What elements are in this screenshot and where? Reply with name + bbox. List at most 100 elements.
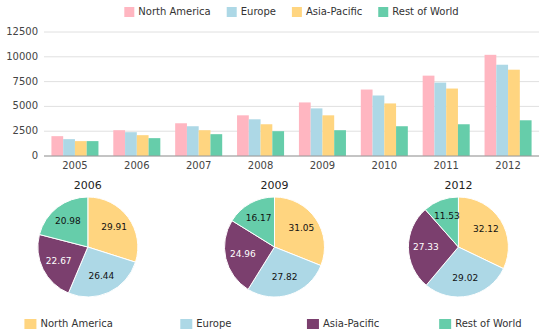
data-label: 22.67 [46,256,72,266]
legend-item: Asia-Pacific [307,318,379,329]
y-tick-label: 2500 [13,125,38,136]
bar [187,126,199,156]
x-tick-label: 2007 [186,160,211,171]
y-tick-label: 0 [32,150,38,161]
pie-slice [425,197,458,247]
data-label: 20.98 [55,216,81,226]
pie-title: 2012 [444,179,472,192]
grid-line [44,56,539,57]
legend: North America Europe Asia-Pacific Rest of W… [124,6,458,17]
legend-label: Asia-Pacific [323,318,379,329]
bar [458,124,470,156]
legend-item: Asia-Pacific [292,6,362,17]
pie-chart: 2009 31.05 27.82 24.96 16.17 [225,179,325,297]
pie-chart: 2012 32.12 29.02 27.33 11.53 [408,179,508,297]
x-tick-label: 2008 [248,160,273,171]
legend-label: Rest of World [392,6,458,17]
grid-line [44,106,539,107]
legend-swatch [180,319,192,329]
data-label: 27.82 [272,272,298,282]
legend-label: Europe [196,318,231,329]
bar [75,141,87,156]
bar [322,115,334,156]
data-label: 24.96 [230,249,256,259]
bar [446,89,458,156]
pie-title: 2006 [74,179,102,192]
legend-item: North America [24,318,112,329]
data-label: 29.02 [452,273,478,283]
y-tick-label: 5000 [13,100,38,111]
legend-swatch [227,7,237,17]
bar [373,95,385,156]
x-tick-label: 2005 [62,160,87,171]
legend-swatch [24,319,36,329]
x-axis-line [44,156,539,157]
data-label: 26.44 [89,271,115,281]
bar [396,126,408,156]
pie-title: 2009 [261,179,289,192]
figure: 0250050007500100001250020052006200720082… [0,0,549,336]
data-label: 11.53 [434,211,460,221]
legend: North America Europe Asia-Pacific Rest of W… [24,318,521,329]
x-tick-label: 2010 [372,160,397,171]
x-tick-label: 2006 [124,160,149,171]
bar-chart: 0250050007500100001250020052006200720082… [6,6,539,171]
grid-line [44,32,539,33]
grid-line [44,156,539,157]
bar [434,83,446,156]
bar [125,132,137,156]
data-label: 32.12 [473,224,499,234]
bar [299,102,311,156]
bar [261,124,273,156]
bar [113,130,125,156]
x-tick-label: 2009 [310,160,335,171]
legend-swatch [292,7,302,17]
data-label: 29.91 [101,222,127,232]
bar [520,120,532,156]
bar [361,90,373,156]
legend-label: North America [40,318,112,329]
pie-slice [232,197,275,247]
bar [249,119,261,156]
bar [51,136,63,156]
bar [334,130,346,156]
legend-label: Rest of World [455,318,521,329]
x-tick-label: 2011 [433,160,458,171]
bar [63,139,75,156]
bar [311,108,323,156]
data-label: 16.17 [246,213,272,223]
bar [384,103,396,156]
legend-item: Rest of World [439,318,521,329]
legend-label: North America [138,6,210,17]
pie-slice [39,197,87,247]
bar [272,131,284,156]
legend-item: North America [124,6,210,17]
y-tick-label: 10000 [6,51,38,62]
data-label: 31.05 [289,223,315,233]
bar [423,76,435,156]
grid-line [44,81,539,82]
legend-swatch [378,7,388,17]
bar [149,138,161,156]
bar [496,65,508,156]
legend-swatch [439,319,451,329]
bars [51,55,531,156]
bar [237,115,249,156]
x-tick-label: 2012 [495,160,520,171]
legend-item: Europe [227,6,276,17]
legend-item: Rest of World [378,6,458,17]
legend-swatch [307,319,319,329]
data-label: 27.33 [413,242,439,252]
bar [175,123,187,156]
legend-label: Europe [241,6,276,17]
legend-item: Europe [180,318,231,329]
bar [210,134,222,156]
bar [137,135,149,156]
bar [508,70,520,156]
bar [199,130,211,156]
bar [485,55,497,156]
legend-label: Asia-Pacific [306,6,362,17]
y-tick-label: 7500 [13,76,38,87]
legend-swatch [124,7,134,17]
background [0,0,549,336]
